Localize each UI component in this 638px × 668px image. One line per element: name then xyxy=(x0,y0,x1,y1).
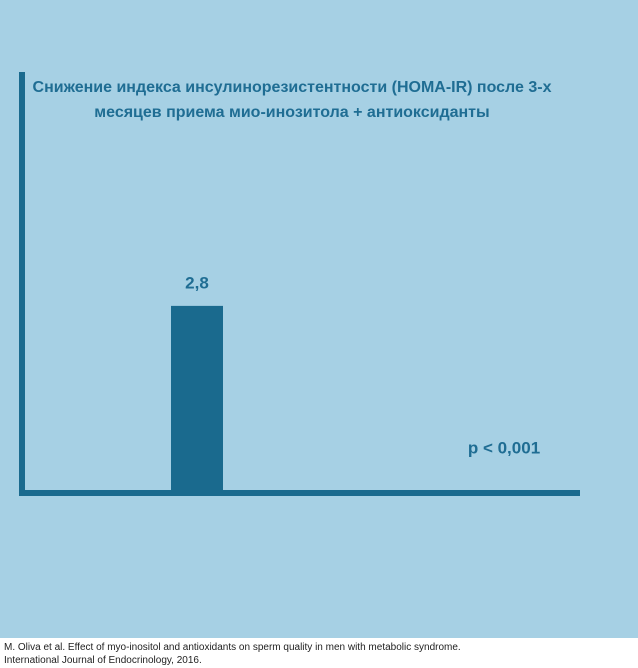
footer-line: International Journal of Endocrinology, … xyxy=(4,655,202,666)
value-label: 2,8 xyxy=(185,273,209,292)
footer-line: M. Oliva et al. Effect of myo-inositol a… xyxy=(4,642,461,653)
background xyxy=(0,0,638,638)
chart-title: Снижение индекса инсулинорезистентности … xyxy=(33,79,552,96)
chart-title: месяцев приема мио-инозитола + антиоксид… xyxy=(94,104,489,121)
chart: Снижение индекса инсулинорезистентности … xyxy=(0,0,638,638)
bar xyxy=(171,305,223,493)
footer: M. Oliva et al. Effect of myo-inositol a… xyxy=(4,641,461,667)
annotation: p < 0,001 xyxy=(468,438,540,457)
